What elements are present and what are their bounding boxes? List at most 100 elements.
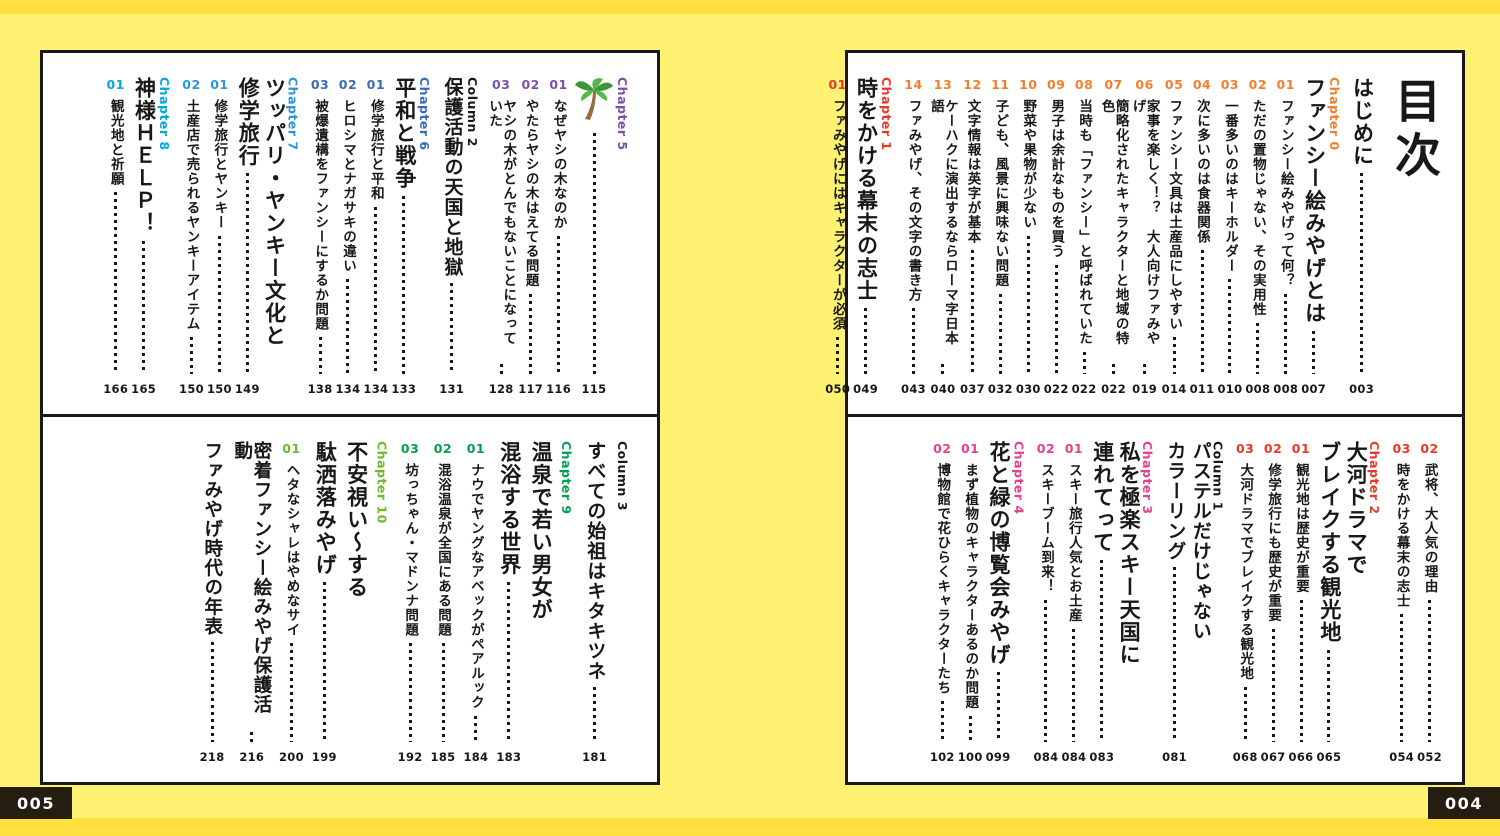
toc-item: 14 ファみやげ、その文字の書き方 043: [901, 77, 926, 396]
toc-item: 01 ヘタなシャレはやめなサイ 200: [279, 441, 304, 764]
dotted-leader: [210, 642, 214, 742]
entry-text: ナウでヤングなアベックがペアルック: [467, 463, 484, 710]
item-number: 02: [1248, 77, 1268, 92]
item-number: 02: [182, 77, 201, 92]
dotted-leader: [289, 643, 293, 742]
entry-text: スキー旅行人気とお土産: [1065, 463, 1082, 623]
page-number: 102: [929, 750, 955, 764]
entry-text: 野菜や果物が少ない: [1020, 99, 1037, 230]
toc-chapter-title: ツッパリ・ヤンキー文化と: [262, 77, 287, 396]
entry-text: 大河ドラマで: [1344, 441, 1369, 576]
entry-text: 駄洒落みやげ: [313, 441, 338, 576]
item-number: 07: [1104, 77, 1123, 92]
dotted-leader: [1112, 364, 1116, 374]
entry-text: 博物館で花ひらくキャラクターたち: [934, 463, 951, 695]
item-number: 12: [963, 77, 982, 92]
entry-text: 武将、大人気の理由: [1421, 463, 1438, 594]
dotted-leader: [114, 192, 118, 374]
page-number: 084: [1061, 750, 1087, 764]
dotted-leader: [322, 582, 326, 742]
toc-chapter-title: 神様ＨＥＬＰ！ 165: [131, 77, 156, 396]
entry-text: まず植物のキャラクターあるのか問題: [962, 463, 979, 710]
entry-text: スキーブーム到来！: [1038, 463, 1054, 594]
page-number: 008: [1245, 382, 1271, 396]
page-number-tab-right: 004: [1428, 787, 1500, 819]
toc-item: 02 博物館で花ひらくキャラクターたち 102: [930, 441, 955, 764]
dotted-leader: [374, 206, 378, 374]
entry-text: 時をかける幕末の志士: [1393, 463, 1410, 608]
item-number: 02: [933, 441, 952, 456]
dotted-leader: [593, 687, 597, 742]
toc-item: 06 家事を楽しく！？ 大人向けファみやげ 019: [1130, 77, 1160, 396]
item-number: 01: [210, 77, 229, 92]
label-text: Column 2: [465, 77, 481, 147]
entry-text: 時をかける幕末の志士: [854, 77, 879, 302]
toc-column-title: すべての始祖はキタキツネ 181: [582, 441, 607, 764]
dotted-leader: [911, 308, 915, 374]
dotted-leader: [1271, 628, 1275, 742]
entry-text: 次に多いのは食器関係: [1194, 99, 1211, 244]
page-title: 目次: [1388, 77, 1442, 396]
page-number: 116: [546, 382, 571, 396]
dotted-leader: [441, 643, 445, 742]
dotted-leader: [1243, 686, 1247, 742]
page-number: 037: [960, 382, 985, 396]
page-number: 128: [488, 382, 514, 396]
chapter-label: Chapter 3: [1140, 441, 1155, 764]
item-number: 08: [1074, 77, 1094, 92]
toc-item: 10 野菜や果物が少ない 030: [1016, 77, 1041, 396]
entry-text: 観光地と祈願: [107, 99, 124, 186]
item-number: 02: [1036, 441, 1056, 456]
dotted-leader: [408, 643, 412, 742]
toc-item: 03 時をかける幕末の志士 054: [1389, 441, 1414, 764]
dotted-leader: [499, 364, 503, 374]
toc-item: 03 一番多いのはキーホルダー 010: [1217, 77, 1242, 396]
page-number: 134: [335, 382, 361, 396]
label-text: Chapter 7: [285, 77, 301, 151]
page-number: 022: [1071, 382, 1097, 396]
toc-chapter-title: ブレイクする観光地 065: [1316, 441, 1341, 764]
page-number: 011: [1189, 382, 1215, 396]
entry-text: 混浴する世界: [497, 441, 522, 576]
dotted-leader: [507, 582, 511, 742]
toc-chapter-title: 花と緑の博覧会みやげ 099: [986, 441, 1011, 764]
dotted-leader: [190, 337, 193, 374]
page-number: 052: [1417, 750, 1442, 764]
entry-text: パステルだけじゃない: [1189, 441, 1212, 641]
toc-item: 01 修学旅行とヤンキー 150: [207, 77, 232, 396]
page-number: 133: [391, 382, 417, 396]
dotted-leader: [998, 293, 1002, 374]
entry-text: 坊っちゃん・マドンナ問題: [402, 463, 419, 637]
entry-text: ツッパリ・ヤンキー文化と: [262, 77, 287, 347]
item-number: 01: [828, 77, 847, 92]
toc-chapter-title: 連れてって 083: [1089, 441, 1114, 764]
entry-text: 大河ドラマでブレイクする観光地: [1237, 463, 1254, 681]
toc-item: 03 大河ドラマでブレイクする観光地 068: [1233, 441, 1258, 764]
item-number: 02: [338, 77, 358, 92]
toc-item: 02 土産店で売られるヤンキーアイテム 150: [179, 77, 204, 396]
entry-text: なぜヤシの木なのか: [550, 99, 567, 230]
toc-item: 02 修学旅行にも歴史が重要 067: [1261, 441, 1286, 764]
toc-entry: はじめに 003: [1349, 77, 1374, 396]
toc-item: 03 被爆遺構をファンシーにするか問題 138: [308, 77, 333, 396]
entry-text: 不安視い～する: [344, 441, 369, 599]
dotted-leader: [1054, 264, 1058, 374]
item-number: 03: [1392, 441, 1411, 456]
label-text: Column 3: [615, 441, 630, 511]
dotted-leader: [1312, 330, 1316, 374]
page-number: 185: [430, 750, 456, 764]
label-text: Column 1: [1210, 441, 1226, 511]
toc-column-title: カラーリング 081: [1162, 441, 1187, 764]
dotted-leader: [346, 279, 350, 374]
page-number: 138: [307, 382, 333, 396]
dotted-leader: [142, 240, 146, 374]
item-number: 01: [282, 441, 301, 456]
page-number: 117: [518, 382, 544, 396]
chapter-label: Chapter 5: [615, 77, 630, 396]
page-number: 183: [496, 750, 522, 764]
dotted-leader: [450, 283, 454, 374]
dotted-leader: [1172, 337, 1176, 374]
dotted-leader: [1044, 599, 1048, 742]
page-number: 165: [131, 382, 157, 396]
dotted-leader: [1228, 279, 1232, 374]
